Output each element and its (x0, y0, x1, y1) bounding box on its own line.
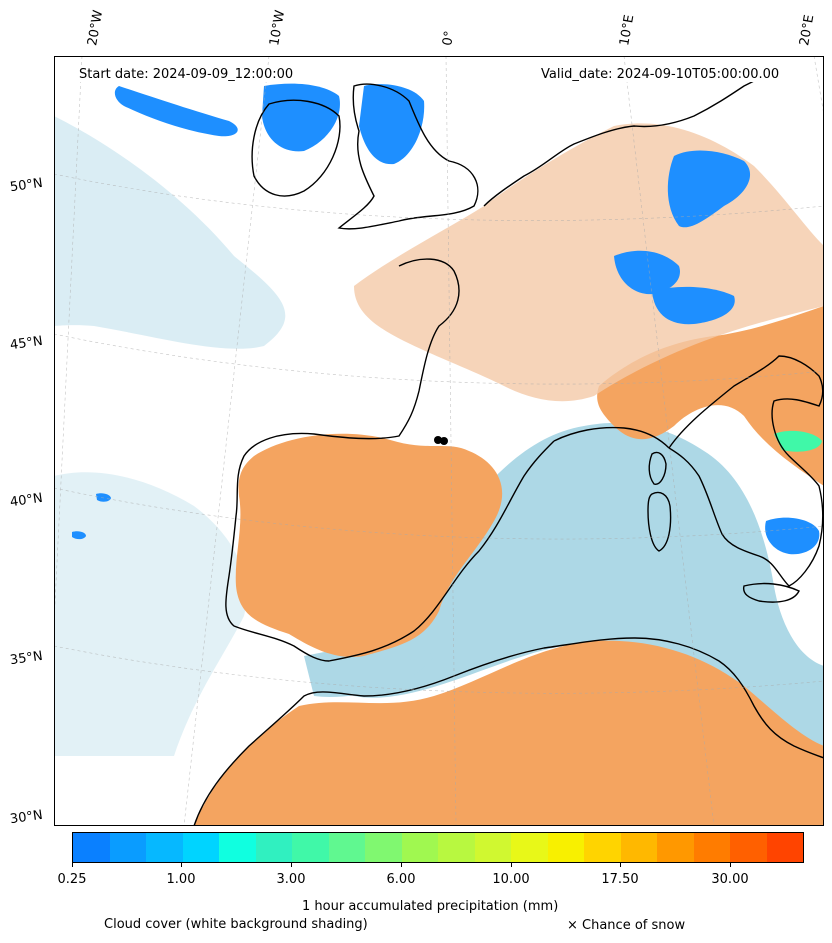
mediterranean-cloud (323, 422, 824, 756)
lat-label-45n: 45°N (9, 333, 44, 354)
colorbar-segment (693, 833, 730, 862)
coastline-italy (668, 355, 824, 587)
station-marker (440, 437, 448, 445)
coastline-gulf-lion (553, 426, 670, 449)
colorbar-tickmark (401, 862, 402, 867)
colorbar-segment (182, 833, 219, 862)
colorbar-tick-label: 17.50 (601, 872, 639, 887)
coastline-sicily (742, 582, 800, 603)
valid-date-label: Valid_date: 2024-09-10T05:00:00.00 (537, 67, 784, 82)
colorbar-segment (547, 833, 584, 862)
meridian-20w (54, 56, 83, 630)
coastline-sardinia (647, 491, 672, 552)
map-frame (54, 56, 824, 826)
precip-blob-adriatic (765, 517, 820, 555)
station-marker (434, 436, 442, 444)
lat-label-35n: 35°N (9, 648, 44, 669)
colorbar-segment (511, 833, 548, 862)
colorbar-tickmark (291, 862, 292, 867)
colorbar-tick-label: 3.00 (276, 872, 306, 887)
italy-balkans-precip (597, 306, 824, 486)
colorbar-tick-label: 30.00 (711, 872, 749, 887)
colorbar-segment (401, 833, 438, 862)
precip-blob-britain (359, 84, 425, 165)
alboran-cloud (304, 644, 434, 697)
precip-blob-alps-east (652, 286, 735, 325)
colorbar-segment (438, 833, 475, 862)
colorbar-segment (474, 833, 511, 862)
lon-label-10w: 10°W (267, 9, 289, 48)
precipitation-map (54, 56, 824, 826)
colorbar-segment (255, 833, 292, 862)
colorbar-segment (328, 833, 365, 862)
colorbar-segment (584, 833, 621, 862)
parallel-40n (54, 487, 824, 540)
coastline-north-africa (193, 637, 824, 826)
precip-blob-germany (667, 150, 751, 228)
lon-label-0: 0° (440, 29, 458, 47)
colorbar-tickmark (72, 862, 73, 867)
coastline-north-sea (483, 70, 775, 207)
precip-blob-small (72, 531, 86, 540)
colorbar-tickmark (730, 862, 731, 867)
precip-blob-greece (774, 430, 822, 452)
lat-label-40n: 40°N (9, 490, 44, 511)
colorbar-segment (657, 833, 694, 862)
precip-blob-balearic-west (96, 493, 111, 502)
colorbar-tickmark (181, 862, 182, 867)
colorbar-segment (109, 833, 146, 862)
iberia-land (235, 433, 503, 657)
colorbar-segment (620, 833, 657, 862)
coastline-france-iberia (225, 258, 555, 662)
graticule (54, 56, 824, 826)
colorbar-segment (219, 833, 256, 862)
colorbar-tick-label: 0.25 (57, 872, 87, 887)
precip-blob-atlantic (114, 86, 238, 137)
atlantic-cloud-area (54, 116, 286, 349)
coastline-corsica (648, 451, 667, 485)
coastlines (193, 70, 824, 826)
colorbar-tickmark (511, 862, 512, 867)
colorbar-segment (766, 833, 803, 862)
meridian-0 (445, 56, 457, 826)
colorbar-segment (146, 833, 183, 862)
colorbar-label: 1 hour accumulated precipitation (mm) (302, 899, 559, 914)
precip-blob-alps (614, 250, 680, 295)
snow-note: × Chance of snow (567, 918, 686, 933)
coastline-britain (337, 83, 479, 230)
colorbar-tickmark (620, 862, 621, 867)
lon-label-20w: 20°W (85, 9, 107, 48)
colorbar-tick-label: 1.00 (166, 872, 196, 887)
coastline-ireland (251, 99, 341, 197)
colorbar-tick-label: 6.00 (386, 872, 416, 887)
colorbar-segment (73, 833, 110, 862)
colorbar-segment (292, 833, 329, 862)
parallel-35n (54, 645, 824, 694)
lon-label-20e: 20°E (797, 13, 818, 47)
colorbar-tick-label: 10.00 (492, 872, 530, 887)
cloud-cover-note: Cloud cover (white background shading) (104, 917, 368, 932)
atlantic-cloud-south (54, 472, 247, 756)
lat-label-30n: 30°N (9, 807, 44, 828)
colorbar-segment (730, 833, 767, 862)
parallel-45n (54, 333, 824, 385)
precipitation-colorbar (72, 832, 804, 863)
colorbar-segment (365, 833, 402, 862)
lon-label-10e: 10°E (617, 13, 638, 47)
north-africa-land (194, 640, 824, 826)
start-date-label: Start date: 2024-09-09_12:00:00 (75, 67, 298, 82)
parallel-50n (54, 173, 824, 221)
lat-label-50n: 50°N (9, 175, 44, 196)
